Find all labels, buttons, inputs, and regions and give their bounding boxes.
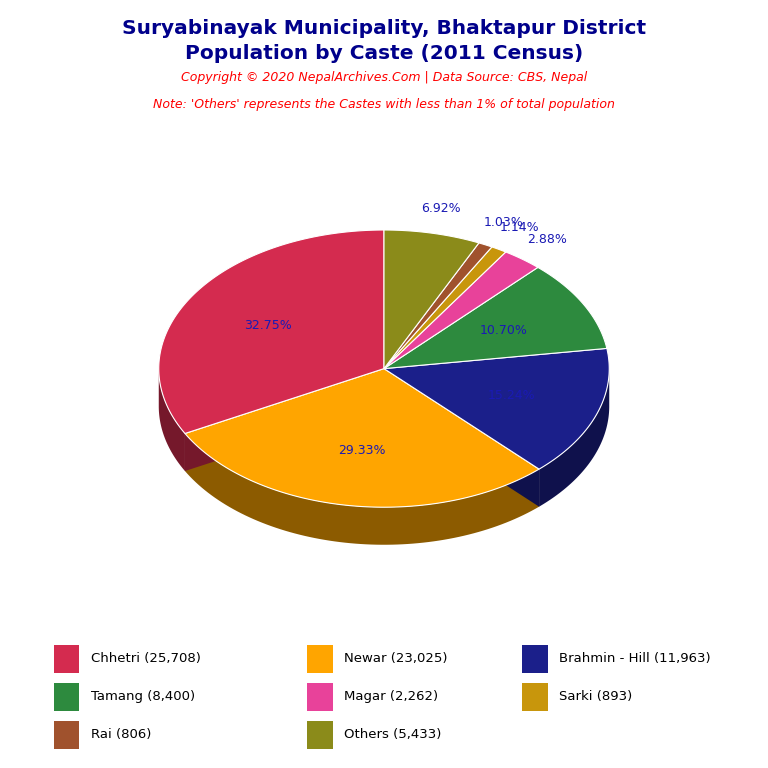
Text: 2.88%: 2.88%: [528, 233, 568, 246]
Text: Rai (806): Rai (806): [91, 729, 151, 741]
Bar: [54, 683, 79, 711]
Bar: [307, 645, 333, 673]
Text: 6.92%: 6.92%: [422, 203, 461, 215]
Bar: [307, 683, 333, 711]
Polygon shape: [384, 252, 538, 369]
Text: Population by Caste (2011 Census): Population by Caste (2011 Census): [185, 44, 583, 63]
Polygon shape: [185, 433, 539, 545]
Text: Brahmin - Hill (11,963): Brahmin - Hill (11,963): [559, 653, 710, 665]
Bar: [54, 645, 79, 673]
Text: 1.03%: 1.03%: [484, 216, 524, 229]
Bar: [522, 683, 548, 711]
Text: 29.33%: 29.33%: [339, 444, 386, 457]
Text: 10.70%: 10.70%: [480, 323, 528, 336]
Polygon shape: [384, 230, 479, 369]
Polygon shape: [384, 369, 539, 507]
Polygon shape: [384, 243, 492, 369]
Polygon shape: [159, 230, 384, 433]
Polygon shape: [384, 349, 609, 469]
Text: Copyright © 2020 NepalArchives.Com | Data Source: CBS, Nepal: Copyright © 2020 NepalArchives.Com | Dat…: [181, 71, 587, 84]
Text: Others (5,433): Others (5,433): [344, 729, 442, 741]
Text: Magar (2,262): Magar (2,262): [344, 690, 439, 703]
Polygon shape: [185, 369, 384, 471]
Text: Tamang (8,400): Tamang (8,400): [91, 690, 195, 703]
Bar: [522, 645, 548, 673]
Text: Note: 'Others' represents the Castes with less than 1% of total population: Note: 'Others' represents the Castes wit…: [153, 98, 615, 111]
Polygon shape: [384, 369, 539, 507]
Polygon shape: [185, 369, 384, 471]
Text: 1.14%: 1.14%: [500, 221, 539, 234]
Bar: [54, 721, 79, 749]
Text: Sarki (893): Sarki (893): [559, 690, 632, 703]
Text: 32.75%: 32.75%: [244, 319, 292, 333]
Text: 15.24%: 15.24%: [488, 389, 535, 402]
Polygon shape: [539, 369, 609, 507]
Text: Suryabinayak Municipality, Bhaktapur District: Suryabinayak Municipality, Bhaktapur Dis…: [122, 19, 646, 38]
Polygon shape: [384, 267, 607, 369]
Text: Chhetri (25,708): Chhetri (25,708): [91, 653, 200, 665]
Polygon shape: [185, 369, 539, 507]
Polygon shape: [159, 369, 185, 471]
Text: Newar (23,025): Newar (23,025): [344, 653, 448, 665]
Bar: [307, 721, 333, 749]
Polygon shape: [384, 247, 505, 369]
